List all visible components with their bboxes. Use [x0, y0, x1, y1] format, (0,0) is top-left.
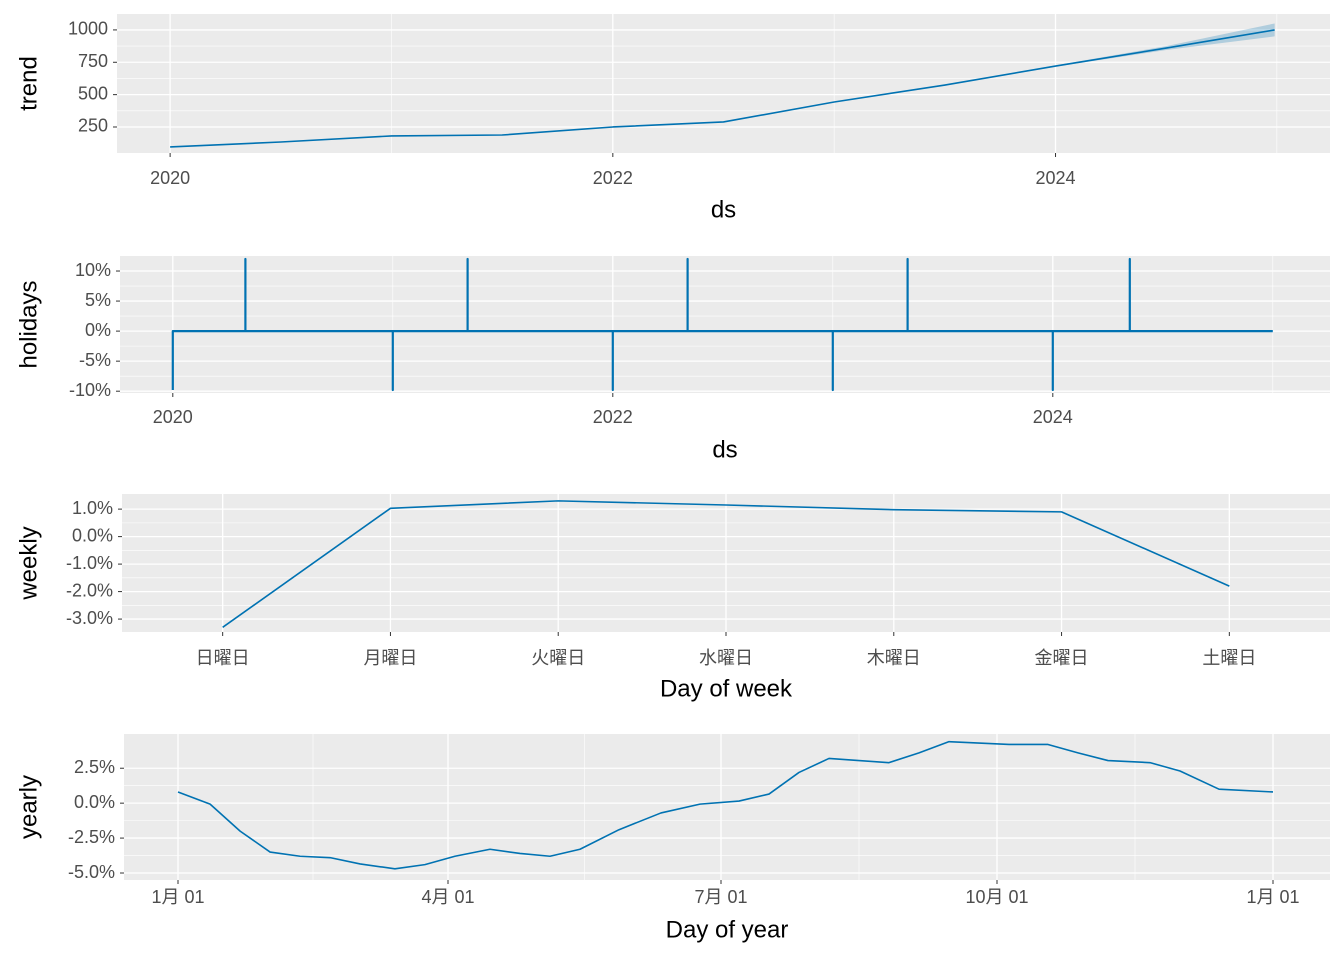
y-axis-title: holidays — [15, 280, 42, 368]
y-tick-label: -2.0% — [66, 580, 113, 600]
panel-background — [124, 734, 1330, 880]
y-tick-label: 1000 — [68, 19, 108, 39]
y-axis-title: weekly — [15, 526, 42, 600]
y-tick-label: 1.0% — [72, 498, 113, 518]
data-line — [177, 740, 1274, 870]
x-tick-label: 1月 01 — [1246, 887, 1299, 907]
x-tick-label: 火曜日 — [531, 648, 585, 668]
x-tick-label: 土曜日 — [1202, 648, 1256, 668]
y-tick-label: 5% — [85, 290, 111, 310]
y-tick-label: 0.0% — [72, 525, 113, 545]
y-axis-title: yearly — [15, 775, 42, 839]
y-tick-label: -3.0% — [66, 608, 113, 628]
x-axis-title: ds — [711, 196, 736, 223]
x-tick-label: 木曜日 — [867, 648, 921, 668]
y-tick-label: 2.5% — [74, 757, 115, 777]
x-tick-label: 水曜日 — [699, 648, 753, 668]
x-tick-label: 金曜日 — [1035, 648, 1089, 668]
y-tick-label: 250 — [78, 116, 108, 136]
y-tick-label: -1.0% — [66, 553, 113, 573]
y-tick-label: 0% — [85, 320, 111, 340]
x-axis-title: ds — [712, 436, 737, 463]
data-line — [222, 500, 1230, 628]
x-tick-label: 2024 — [1033, 407, 1073, 427]
y-axis-title: trend — [15, 56, 42, 111]
y-tick-label: 10% — [75, 260, 111, 280]
x-tick-label: 2020 — [150, 168, 190, 188]
x-tick-label: 日曜日 — [196, 648, 250, 668]
panel-background — [117, 14, 1330, 153]
y-tick-label: 500 — [78, 83, 108, 103]
x-tick-label: 7月 01 — [694, 887, 747, 907]
x-tick-label: 2022 — [593, 407, 633, 427]
y-tick-label: -10% — [69, 380, 111, 400]
x-tick-label: 4月 01 — [421, 887, 474, 907]
panel-background — [120, 256, 1330, 393]
x-tick-label: 2024 — [1036, 168, 1076, 188]
y-tick-label: -5.0% — [68, 862, 115, 882]
y-tick-label: -2.5% — [68, 827, 115, 847]
y-tick-label: 0.0% — [74, 792, 115, 812]
x-axis-title: Day of week — [660, 675, 793, 702]
x-axis-title: Day of year — [666, 916, 789, 943]
y-tick-label: -5% — [79, 350, 111, 370]
x-tick-label: 2022 — [593, 168, 633, 188]
data-line — [171, 257, 1273, 392]
y-tick-label: 750 — [78, 51, 108, 71]
x-tick-label: 1月 01 — [151, 887, 204, 907]
x-tick-label: 月曜日 — [363, 648, 417, 668]
x-tick-label: 2020 — [153, 407, 193, 427]
data-line — [170, 29, 1275, 148]
x-tick-label: 10月 01 — [965, 887, 1028, 907]
